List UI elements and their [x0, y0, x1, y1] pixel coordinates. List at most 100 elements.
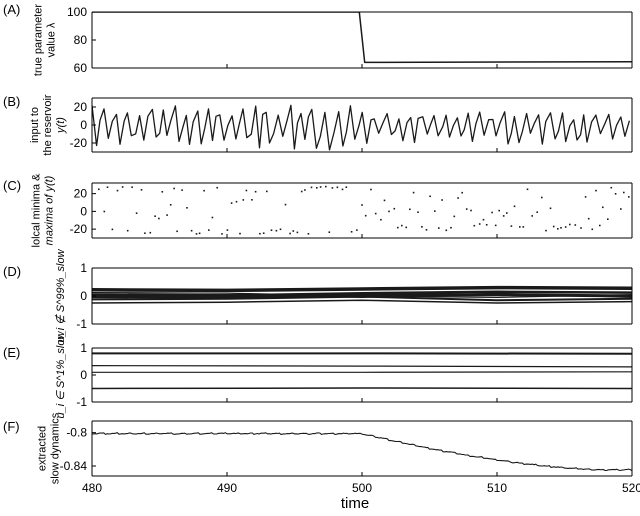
y-axis-label-line: input to — [29, 107, 41, 143]
extremum-point — [325, 185, 327, 188]
extremum-point — [254, 190, 257, 193]
y-tick-label: -20 — [70, 222, 88, 236]
extremum-point — [350, 231, 353, 233]
extremum-point — [319, 186, 322, 188]
extremum-point — [195, 233, 198, 235]
extremum-point — [251, 199, 253, 201]
extremum-point — [441, 199, 443, 201]
panel-f: -0.8 -0.84 480 490 500 510 520 (F) extractedslow… — [3, 412, 640, 495]
y-tick-label: 60 — [74, 61, 88, 75]
extremum-point — [584, 196, 587, 198]
extremum-point — [580, 227, 582, 229]
data-layer — [98, 185, 630, 235]
data-layer — [92, 12, 632, 64]
extremum-point — [116, 189, 119, 192]
y-axis-label: true parametervalue λ — [33, 4, 58, 76]
extremum-point — [380, 218, 382, 221]
extremum-point — [545, 229, 547, 232]
y-tick-label: -0.84 — [60, 459, 88, 473]
extremum-point — [574, 224, 577, 226]
extremum-point — [425, 229, 428, 231]
extremum-point — [591, 228, 594, 231]
y-axis-label-line: lolcal minima & — [31, 173, 43, 248]
extremum-point — [620, 208, 622, 210]
extremum-point — [541, 196, 543, 199]
extremum-point — [628, 196, 630, 198]
extremum-point — [519, 226, 521, 228]
extremum-point — [169, 204, 172, 206]
extremum-point — [135, 212, 138, 214]
extremum-point — [226, 229, 229, 231]
panel-d: 1 0 -1 (D) u_i ∉ S^99%_slow — [3, 248, 633, 343]
extremum-point — [270, 229, 273, 231]
y-tick-label: -1 — [76, 317, 87, 331]
extremum-point — [279, 228, 282, 231]
data-layer — [92, 104, 631, 151]
panel-label: (D) — [3, 264, 21, 279]
extremum-point — [506, 212, 508, 214]
extremum-point — [121, 186, 124, 188]
extremum-point — [522, 226, 525, 228]
extremum-point — [453, 215, 456, 218]
extremum-point — [434, 210, 436, 212]
extremum-point — [190, 229, 193, 232]
extremum-point — [465, 208, 468, 210]
extremum-point — [275, 229, 278, 232]
extremum-point — [383, 199, 386, 202]
x-tick-label: 500 — [352, 481, 372, 495]
y-tick-label: 0 — [80, 289, 87, 303]
panel-label: (C) — [3, 178, 21, 193]
y-axis-label: u_i ∉ S^99%_slow — [54, 248, 67, 342]
extremum-point — [176, 230, 178, 233]
extremum-point — [473, 224, 476, 227]
series-line-slow — [92, 432, 632, 472]
extremum-point — [111, 228, 114, 231]
y-axis-label-line: the reservoir — [42, 94, 54, 155]
extremum-point — [595, 189, 597, 192]
extremum-point — [307, 233, 310, 235]
y-tick-label: 20 — [74, 100, 88, 114]
data-layer — [92, 285, 632, 304]
extremum-point — [485, 224, 488, 226]
extremum-point — [98, 188, 100, 191]
series-line-4 — [92, 387, 632, 390]
y-axis-label-line: y(t) — [55, 117, 67, 134]
y-tick-label: 0 — [80, 118, 87, 132]
extremum-point — [216, 186, 218, 189]
y-tick-label: 1 — [80, 261, 87, 275]
x-tick-label: 480 — [82, 481, 102, 495]
extremum-point — [242, 199, 245, 201]
extremum-point — [289, 232, 291, 235]
extremum-point — [221, 233, 223, 235]
extremum-point — [531, 215, 533, 217]
y-axis-label: input tothe reservoiry(t) — [29, 94, 67, 155]
extremum-point — [374, 212, 377, 215]
extremum-point — [569, 223, 571, 226]
extremum-point — [296, 231, 299, 234]
panel-label: (E) — [3, 345, 20, 360]
extremum-point — [336, 186, 339, 189]
extremum-point — [173, 187, 175, 190]
y-tick-label: 100 — [67, 5, 87, 19]
panel-label: (F) — [3, 419, 20, 434]
series-line-2 — [92, 365, 632, 368]
extremum-point — [482, 218, 485, 221]
extremum-point — [166, 214, 168, 216]
extremum-point — [316, 187, 318, 189]
extremum-point — [412, 191, 415, 194]
y-axis-label: extractedslow dynamics — [37, 412, 62, 484]
y-tick-label: 80 — [74, 33, 88, 47]
extremum-point — [310, 186, 313, 189]
extremum-point — [560, 227, 562, 229]
y-axis-label-line: u_i ∈ S^1%_slow — [55, 331, 67, 419]
extremum-point — [300, 190, 303, 193]
extremum-point — [284, 203, 287, 206]
extremum-point — [144, 232, 146, 234]
data-layer — [92, 432, 632, 472]
extremum-point — [364, 214, 367, 217]
extremum-point — [401, 224, 403, 227]
x-tick-label: 490 — [217, 481, 237, 495]
x-tick-label: 510 — [487, 481, 507, 495]
